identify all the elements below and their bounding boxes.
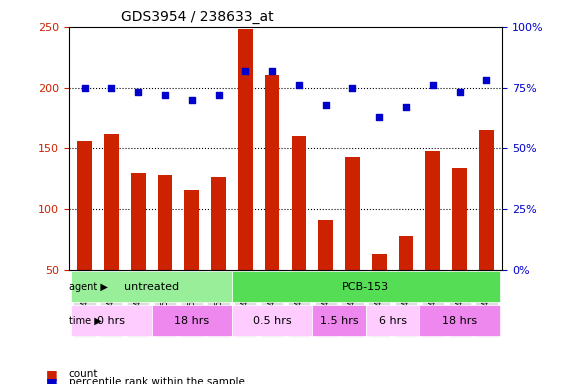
Point [187,97,196,103]
Bar [452,168,467,270]
Text: agent ▶: agent ▶ [69,282,107,292]
Text: ■: ■ [46,368,58,381]
Text: PCB-153: PCB-153 [342,282,389,292]
Text: 18 hrs: 18 hrs [442,316,477,326]
Bar [372,254,387,270]
FancyBboxPatch shape [312,306,366,336]
Text: time ▶: time ▶ [69,316,101,326]
Text: ■: ■ [46,376,58,384]
Point [428,82,437,88]
Bar [399,236,413,270]
Point [214,92,223,98]
FancyBboxPatch shape [71,306,151,336]
Point [268,68,277,74]
Text: 0 hrs: 0 hrs [98,316,126,326]
Text: 0.5 hrs: 0.5 hrs [253,316,291,326]
Text: percentile rank within the sample: percentile rank within the sample [69,377,244,384]
Point [321,101,330,108]
Text: untreated: untreated [124,282,179,292]
Point [80,84,89,91]
Bar [345,157,360,270]
FancyBboxPatch shape [71,271,232,302]
Bar [292,136,306,270]
Bar [158,175,172,270]
FancyBboxPatch shape [232,306,312,336]
Bar [211,177,226,270]
Bar [184,190,199,270]
FancyBboxPatch shape [151,306,232,336]
FancyBboxPatch shape [232,271,500,302]
Point [375,114,384,120]
Bar [425,151,440,270]
Text: GDS3954 / 238633_at: GDS3954 / 238633_at [120,10,273,25]
Bar [104,134,119,270]
Point [401,104,411,110]
Text: 1.5 hrs: 1.5 hrs [320,316,359,326]
Text: 6 hrs: 6 hrs [379,316,407,326]
Text: count: count [69,369,98,379]
Point [455,89,464,96]
Text: 18 hrs: 18 hrs [174,316,210,326]
Bar [318,220,333,270]
Point [107,84,116,91]
Point [294,82,303,88]
Bar [479,130,494,270]
Point [241,68,250,74]
Bar [238,29,253,270]
FancyBboxPatch shape [420,306,500,336]
Bar [265,75,279,270]
Point [134,89,143,96]
FancyBboxPatch shape [366,306,420,336]
Bar [131,172,146,270]
Point [160,92,170,98]
Point [482,77,491,83]
Bar [77,141,92,270]
Point [348,84,357,91]
